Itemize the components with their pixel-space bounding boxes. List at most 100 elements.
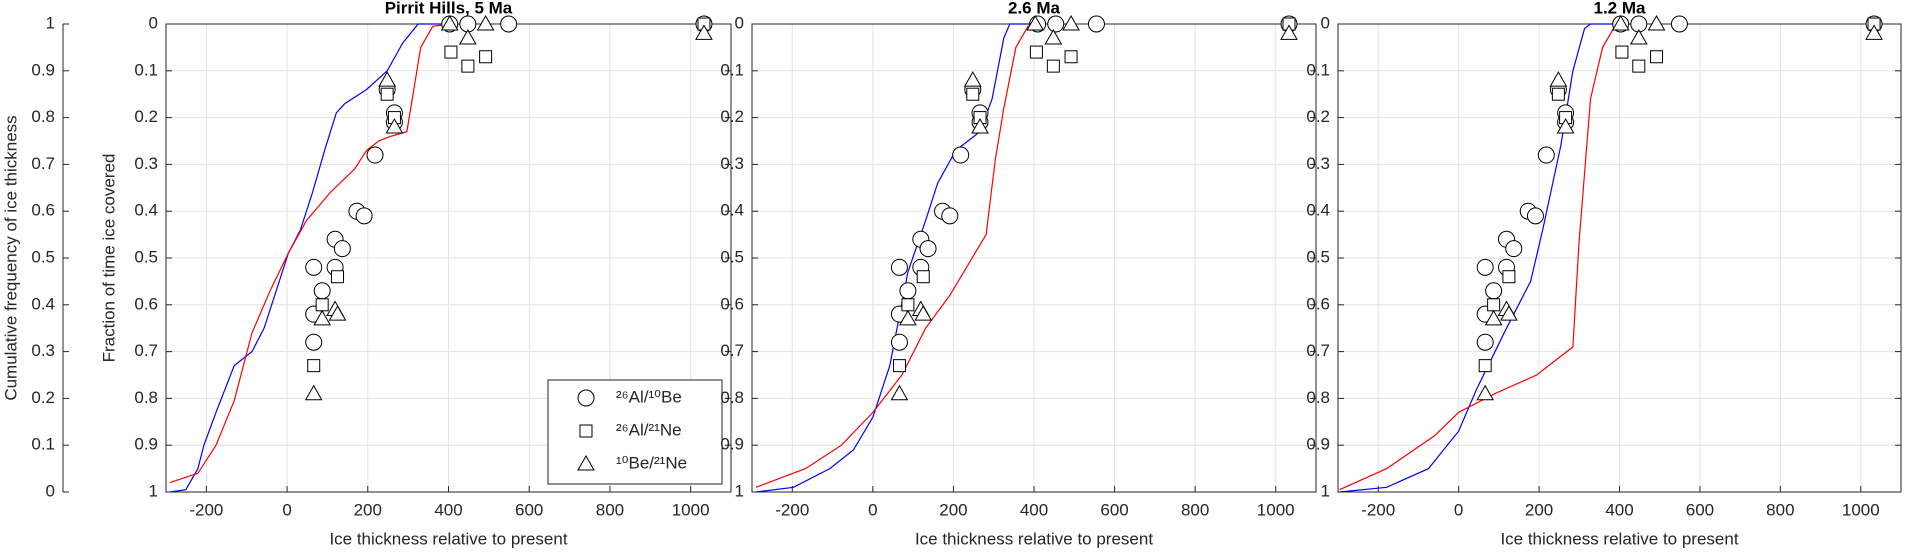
y-tick-label: 0.3: [1306, 154, 1330, 173]
y2-axis-label: Cumulative frequency of ice thickness: [1, 115, 20, 400]
y-tick-label: 0.3: [720, 154, 744, 173]
marker-circle: [1505, 240, 1523, 258]
x-tick-label: 0: [282, 500, 291, 519]
marker-square: [1632, 59, 1646, 73]
y2-tick-label: 0.8: [31, 107, 55, 126]
marker-circle: [305, 333, 323, 351]
x-tick-label: 400: [434, 500, 462, 519]
x-tick-label: 600: [515, 500, 543, 519]
y-tick-label: 0.6: [1306, 294, 1330, 313]
y-tick-label: 0.4: [720, 201, 744, 220]
marker-circle: [305, 258, 323, 276]
marker-circle: [941, 207, 959, 225]
marker-triangle: [1865, 24, 1883, 40]
y2-tick-label: 0.6: [31, 201, 55, 220]
marker-triangle: [440, 14, 459, 31]
marker-square: [916, 270, 930, 284]
marker-circle: [919, 240, 937, 258]
y2-tick-label: 1: [46, 13, 55, 32]
marker-triangle: [459, 29, 477, 45]
marker-triangle: [890, 384, 909, 401]
marker-circle: [1047, 15, 1065, 33]
x-tick-label: 800: [1181, 500, 1209, 519]
legend-box: [547, 379, 723, 485]
y2-tick-label: 0: [46, 481, 55, 500]
y-tick-label: 0.7: [1306, 341, 1330, 360]
marker-triangle: [385, 117, 404, 134]
y2-tick-label: 0.4: [31, 294, 55, 313]
marker-triangle: [328, 305, 347, 321]
y-tick-label: 0.8: [134, 388, 158, 407]
x-axis-label: Ice thickness relative to present: [329, 529, 567, 548]
marker-circle: [313, 282, 331, 300]
cdf-line: [755, 23, 1034, 493]
marker-triangle: [1549, 71, 1568, 87]
chart-title: 1.2 Ma: [1594, 0, 1647, 17]
marker-circle: [1537, 146, 1555, 164]
marker-circle: [899, 282, 917, 300]
x-tick-label: -200: [1361, 500, 1395, 519]
y2-tick-label: 0.5: [31, 247, 55, 266]
marker-circle: [366, 146, 384, 164]
marker-square: [479, 50, 493, 64]
marker-square: [331, 270, 345, 284]
marker-circle: [500, 15, 518, 33]
y-tick-label: 0.2: [1306, 107, 1330, 126]
legend-label: ²⁶Al/¹⁰Be: [616, 387, 682, 406]
chart-title: 2.6 Ma: [1008, 0, 1061, 17]
x-tick-label: 600: [1686, 500, 1714, 519]
marker-triangle: [1026, 14, 1045, 31]
marker-triangle: [695, 24, 713, 40]
y-tick-label: 0.7: [720, 341, 744, 360]
marker-circle: [355, 207, 373, 225]
y-tick-label: 1: [735, 481, 744, 500]
y2-tick-label: 0.9: [31, 60, 55, 79]
marker-triangle: [1647, 14, 1666, 31]
marker-circle: [1087, 15, 1105, 33]
marker-triangle: [963, 71, 982, 87]
legend-label: ¹⁰Be/²¹Ne: [616, 453, 687, 472]
y-tick-label: 0.1: [134, 60, 158, 79]
marker-square: [966, 87, 980, 101]
marker-triangle: [1611, 14, 1630, 31]
x-tick-label: 600: [1100, 500, 1128, 519]
marker-triangle: [378, 71, 397, 87]
marker-square: [1064, 50, 1078, 64]
marker-square: [307, 359, 321, 373]
marker-square: [1615, 45, 1629, 59]
marker-triangle: [1500, 305, 1518, 321]
cdf-line: [1339, 23, 1621, 493]
marker-triangle: [1062, 14, 1080, 31]
marker-square: [1502, 270, 1516, 284]
y-tick-label: 0.5: [1306, 247, 1330, 266]
marker-square: [315, 298, 329, 312]
legend-label: ²⁶Al/²¹Ne: [616, 420, 682, 439]
y-tick-label: 1: [149, 481, 158, 500]
marker-circle: [1526, 207, 1544, 225]
x-tick-label: 800: [596, 500, 624, 519]
marker-triangle: [1484, 309, 1503, 326]
x-tick-label: 1000: [672, 500, 710, 519]
marker-triangle: [1629, 29, 1648, 45]
marker-triangle: [899, 309, 917, 326]
marker-triangle: [914, 305, 933, 321]
y-tick-label: 0.8: [720, 388, 744, 407]
marker-circle: [952, 146, 970, 164]
marker-square: [1487, 298, 1501, 312]
marker-circle: [1476, 333, 1494, 351]
marker-circle: [1670, 15, 1688, 33]
y-tick-label: 0.4: [134, 201, 158, 220]
y-tick-label: 0: [149, 13, 158, 32]
marker-square: [444, 45, 458, 59]
marker-circle: [1485, 282, 1503, 300]
y-tick-label: 0.1: [720, 60, 744, 79]
y-tick-label: 0.5: [720, 247, 744, 266]
marker-triangle: [1556, 117, 1575, 134]
marker-square: [461, 59, 475, 73]
marker-triangle: [313, 309, 332, 326]
cdf-line: [1339, 23, 1627, 491]
marker-circle: [890, 333, 908, 351]
y2-tick-label: 0.2: [31, 388, 55, 407]
y-tick-label: 0: [1321, 13, 1330, 32]
